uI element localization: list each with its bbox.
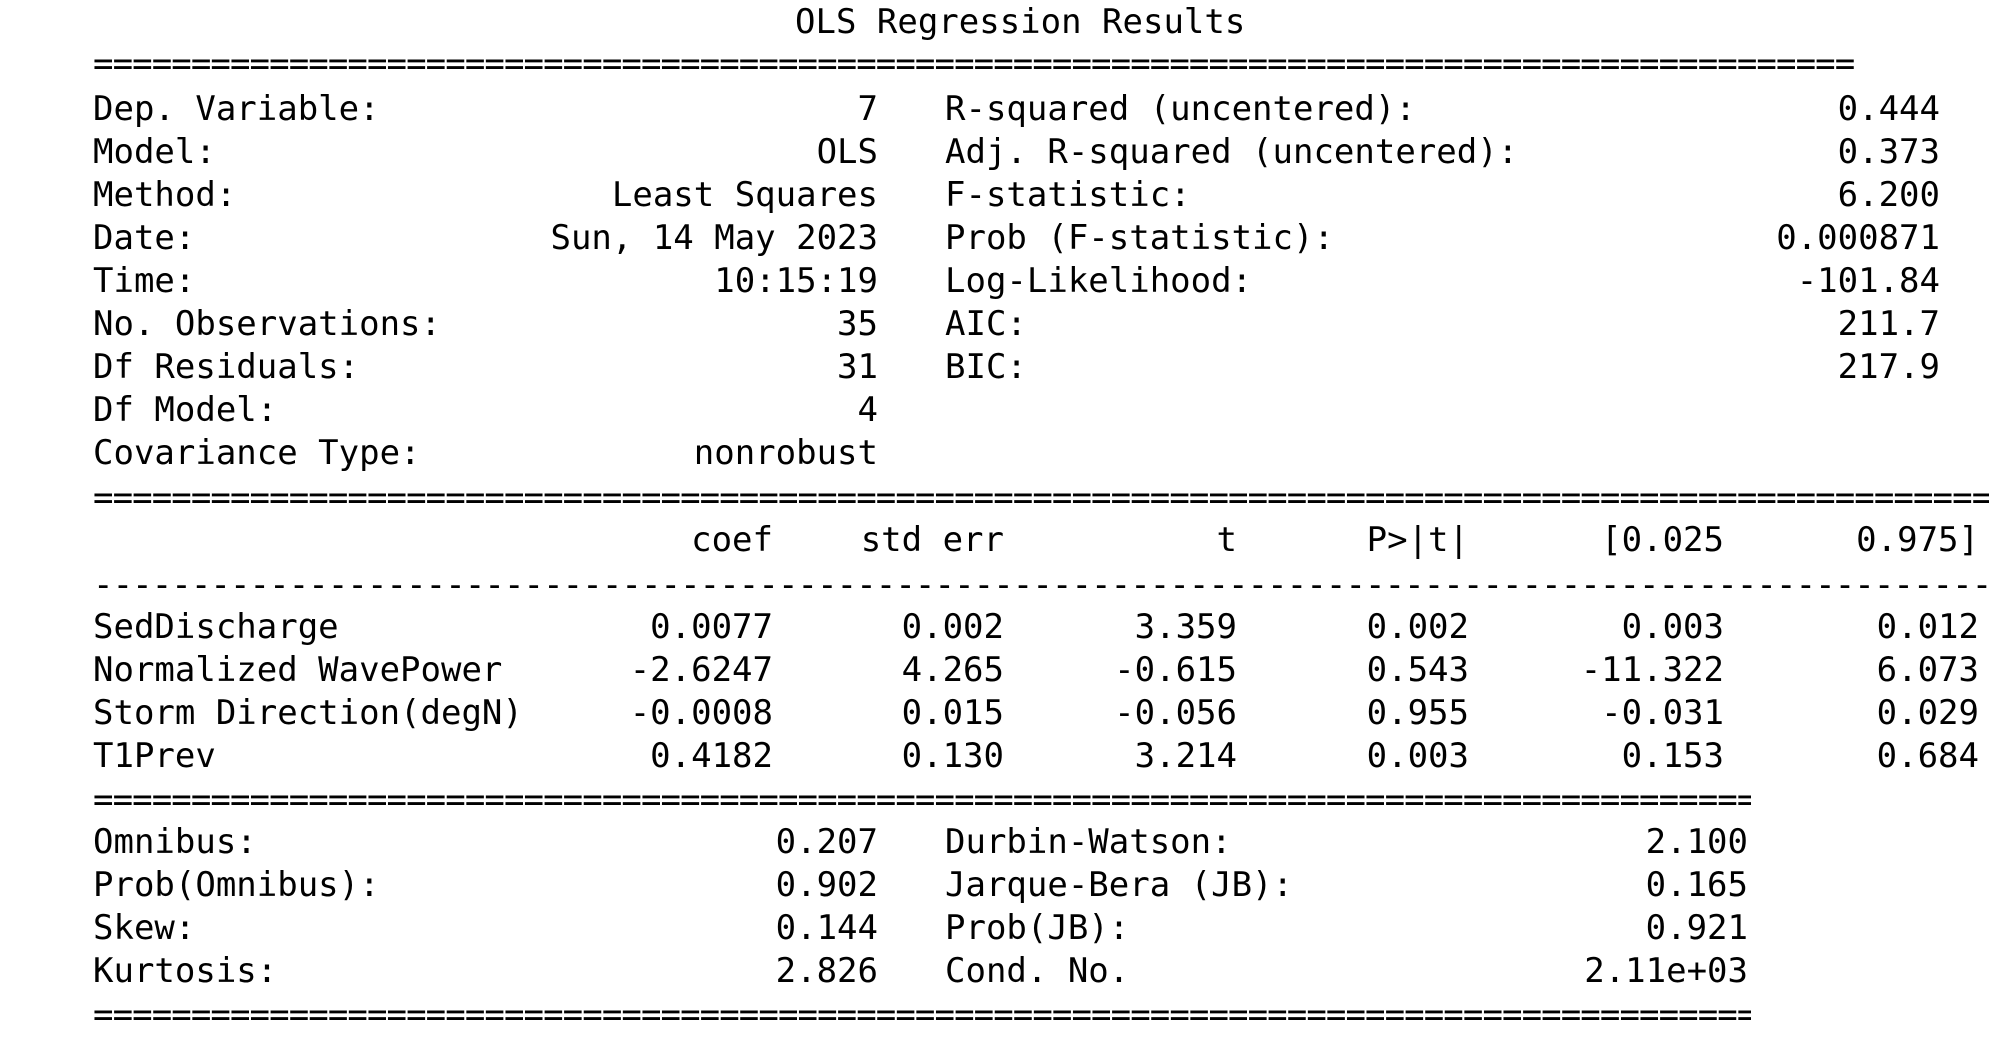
table-cell: 0.002 [1366, 607, 1469, 647]
header-label: Date: [93, 218, 196, 258]
table-cell: 0.543 [1366, 650, 1469, 690]
footer-value: 0.902 [775, 865, 878, 905]
row-name: Storm Direction(degN) [93, 693, 523, 733]
header-value: 211.7 [1837, 304, 1940, 344]
table-cell: 0.003 [1366, 736, 1469, 776]
row-name: Normalized WavePower [93, 650, 503, 690]
header-value: OLS [816, 132, 878, 172]
separator-coef-mid: ----------------------------------------… [93, 565, 1989, 605]
footer-value: 2.100 [1645, 822, 1748, 862]
footer-value: 0.207 [775, 822, 878, 862]
footer-label: Durbin-Watson: [945, 822, 1232, 862]
table-cell: -2.6247 [629, 650, 773, 690]
footer-label: Cond. No. [945, 951, 1130, 991]
header-label: Dep. Variable: [93, 89, 380, 129]
table-cell: -0.615 [1114, 650, 1237, 690]
header-value: 0.444 [1837, 89, 1940, 129]
separator-coef-top: ========================================… [93, 478, 1989, 518]
footer-label: Prob(JB): [945, 908, 1130, 948]
footer-value: 0.165 [1645, 865, 1748, 905]
header-label: R-squared (uncentered): [945, 89, 1416, 129]
table-cell: 0.130 [901, 736, 1004, 776]
table-cell: 0.012 [1876, 607, 1979, 647]
header-label: Log-Likelihood: [945, 261, 1253, 301]
header-value: -101.84 [1796, 261, 1940, 301]
column-header: t [1216, 520, 1237, 560]
table-cell: 0.684 [1876, 736, 1979, 776]
header-value: 6.200 [1837, 175, 1940, 215]
footer-value: 0.921 [1645, 908, 1748, 948]
column-header: 0.975] [1856, 520, 1979, 560]
table-cell: 0.0077 [650, 607, 773, 647]
header-value: 31 [837, 347, 878, 387]
table-cell: -0.031 [1601, 693, 1724, 733]
table-cell: 3.214 [1134, 736, 1237, 776]
table-cell: 0.4182 [650, 736, 773, 776]
footer-label: Jarque-Bera (JB): [945, 865, 1293, 905]
column-header: [0.025 [1601, 520, 1724, 560]
header-value: 0.373 [1837, 132, 1940, 172]
table-cell: 6.073 [1876, 650, 1979, 690]
column-header: P>|t| [1366, 520, 1469, 560]
footer-label: Skew: [93, 908, 196, 948]
header-value: 0.000871 [1776, 218, 1940, 258]
table-cell: 0.029 [1876, 693, 1979, 733]
page-title: OLS Regression Results [795, 2, 1246, 42]
header-label: Df Residuals: [93, 347, 360, 387]
header-label: Time: [93, 261, 196, 301]
header-label: Model: [93, 132, 216, 172]
header-value: Sun, 14 May 2023 [550, 218, 878, 258]
header-value: 10:15:19 [714, 261, 878, 301]
table-cell: -0.056 [1114, 693, 1237, 733]
table-cell: 0.153 [1621, 736, 1724, 776]
column-header: coef [691, 520, 773, 560]
header-value: nonrobust [693, 433, 878, 473]
footer-value: 0.144 [775, 908, 878, 948]
table-cell: 3.359 [1134, 607, 1237, 647]
header-label: No. Observations: [93, 304, 441, 344]
header-label: Method: [93, 175, 237, 215]
table-cell: 0.003 [1621, 607, 1724, 647]
separator-bottom: ========================================… [93, 995, 1751, 1035]
header-value: Least Squares [611, 175, 878, 215]
column-header: std err [860, 520, 1004, 560]
header-value: 4 [857, 390, 878, 430]
header-label: Covariance Type: [93, 433, 421, 473]
table-cell: -0.0008 [629, 693, 773, 733]
header-label: F-statistic: [945, 175, 1191, 215]
footer-label: Omnibus: [93, 822, 257, 862]
footer-value: 2.11e+03 [1584, 951, 1748, 991]
header-label: BIC: [945, 347, 1027, 387]
table-cell: 0.015 [901, 693, 1004, 733]
table-cell: 4.265 [901, 650, 1004, 690]
table-cell: 0.002 [901, 607, 1004, 647]
header-label: Adj. R-squared (uncentered): [945, 132, 1519, 172]
separator-top: ========================================… [93, 44, 1855, 84]
table-cell: 0.955 [1366, 693, 1469, 733]
separator-footer-top: ========================================… [93, 780, 1751, 820]
footer-label: Kurtosis: [93, 951, 278, 991]
footer-label: Prob(Omnibus): [93, 865, 380, 905]
row-name: SedDischarge [93, 607, 339, 647]
row-name: T1Prev [93, 736, 216, 776]
header-label: Prob (F-statistic): [945, 218, 1334, 258]
header-label: Df Model: [93, 390, 278, 430]
header-value: 35 [837, 304, 878, 344]
header-value: 7 [857, 89, 878, 129]
header-value: 217.9 [1837, 347, 1940, 387]
header-label: AIC: [945, 304, 1027, 344]
footer-value: 2.826 [775, 951, 878, 991]
table-cell: -11.322 [1580, 650, 1724, 690]
